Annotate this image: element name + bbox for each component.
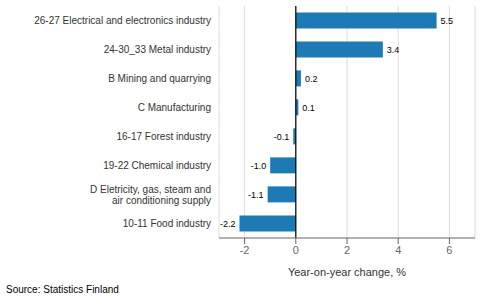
svg-text:3.4: 3.4: [387, 45, 400, 55]
svg-text:-1.1: -1.1: [248, 190, 264, 200]
svg-text:0.1: 0.1: [302, 103, 315, 113]
svg-text:-0.1: -0.1: [274, 132, 290, 142]
svg-text:26-27 Electrical and electroni: 26-27 Electrical and electronics industr…: [34, 15, 211, 26]
html-text:Source: Statistics Finland: Source: Statistics Finland: [6, 284, 119, 295]
svg-text:10-11 Food industry: 10-11 Food industry: [123, 218, 211, 229]
svg-text:5.5: 5.5: [441, 16, 454, 26]
svg-text:-2.2: -2.2: [220, 219, 236, 229]
svg-text:0: 0: [293, 244, 299, 256]
svg-text:D Eletricity, gas, steam andai: D Eletricity, gas, steam andair conditio…: [90, 184, 211, 206]
svg-text:16-17 Forest industry: 16-17 Forest industry: [117, 131, 212, 142]
svg-text:-1.0: -1.0: [251, 161, 267, 171]
svg-text:-2: -2: [240, 244, 250, 256]
svg-text:0.2: 0.2: [305, 74, 318, 84]
svg-text:24-30_33 Metal industry: 24-30_33 Metal industry: [104, 44, 211, 55]
svg-text:B Mining and quarrying: B Mining and quarrying: [108, 73, 211, 84]
svg-text:Year-on-year change, %: Year-on-year change, %: [288, 266, 406, 278]
svg-text:C Manufacturing: C Manufacturing: [138, 102, 211, 113]
svg-text:2: 2: [344, 244, 350, 256]
svg-text:4: 4: [395, 244, 401, 256]
svg-text:6: 6: [446, 244, 452, 256]
svg-text:19-22 Chemical industry: 19-22 Chemical industry: [103, 160, 211, 171]
